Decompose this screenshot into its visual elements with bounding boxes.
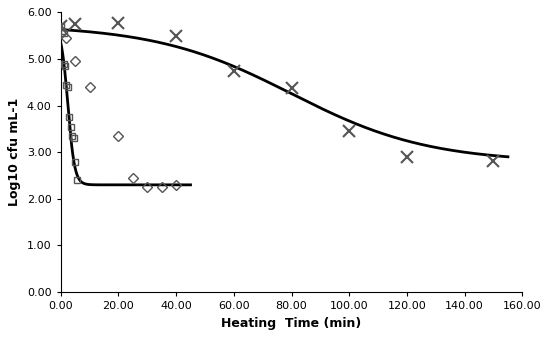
Y-axis label: Log10 cfu mL-1: Log10 cfu mL-1 xyxy=(8,98,21,206)
X-axis label: Heating  Time (min): Heating Time (min) xyxy=(222,317,362,330)
